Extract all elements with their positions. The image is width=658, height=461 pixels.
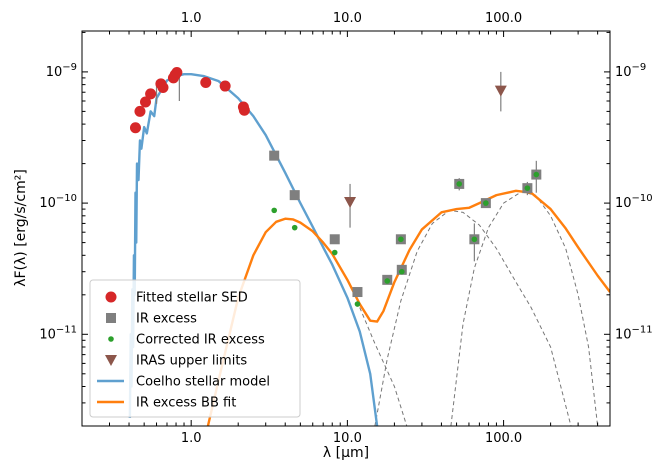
y-tick-label-left-1: 10−10 (39, 193, 77, 211)
y-tick-exponent: −9 (62, 62, 77, 73)
dot-point-10 (524, 185, 531, 191)
y-tick-exponent: −10 (56, 193, 77, 204)
legend-label-5: IR excess BB fit (136, 396, 236, 411)
dot-point-5 (398, 236, 404, 243)
legend: Fitted stellar SED IR excess Corrected IR … (89, 279, 301, 418)
dot-point-9 (483, 200, 489, 206)
y-tick-exponent: −11 (632, 324, 653, 335)
y-tick-base: 10 (46, 65, 63, 80)
y-axis-label: λF(λ) [erg/s/cm²] (13, 169, 29, 287)
bb-component-curve-1 (374, 209, 572, 426)
y-tick-exponent: −11 (56, 324, 77, 335)
y-tick-label-left-2: 10−9 (46, 62, 77, 80)
circle-point-0 (129, 122, 141, 134)
square-point-3 (352, 287, 363, 298)
x-axis-label: λ [μm] (323, 445, 369, 461)
legend-label-0: Fitted stellar SED (136, 291, 248, 306)
y-tick-base: 10 (615, 196, 632, 211)
legend-label-4: Coelho stellar model (136, 375, 270, 390)
dot-point-8 (471, 236, 478, 243)
dot-point-3 (354, 301, 361, 307)
x-tick-label-top-0: 1.0 (181, 11, 202, 26)
y-tick-exponent: −9 (632, 62, 647, 73)
y-tick-label-right-2: 10−9 (615, 62, 646, 80)
y-tick-base: 10 (615, 327, 632, 342)
bb-component-curve-2 (450, 191, 599, 426)
x-tick-label-bottom-1: 10.0 (333, 431, 362, 446)
bb-component-curve-0 (359, 307, 408, 426)
y-tick-exponent: −10 (632, 193, 653, 204)
y-tick-base: 10 (39, 196, 56, 211)
square-point-2 (329, 234, 340, 245)
legend-label-3: IRAS upper limits (136, 354, 247, 369)
legend-label-2: Corrected IR excess (136, 333, 265, 348)
legend-label-1: IR excess (136, 312, 197, 327)
y-tick-base: 10 (615, 65, 632, 80)
triangle-down-point-0 (344, 196, 357, 208)
plot-frame (81, 30, 611, 427)
circle-point-12 (238, 104, 250, 116)
square-point-1 (289, 190, 300, 201)
errorbars-layer (134, 69, 537, 262)
circle-point-5 (157, 82, 169, 94)
dot-point-2 (331, 249, 338, 256)
square-point-0 (269, 150, 280, 161)
dot-point-7 (456, 181, 463, 187)
legend-swatch-0 (105, 291, 117, 303)
circle-point-9 (200, 77, 212, 89)
x-tick-label-top-2: 100.0 (485, 11, 522, 26)
dot-point-0 (271, 207, 278, 214)
y-tick-label-right-0: 10−11 (615, 324, 653, 342)
markers-layer (129, 66, 542, 307)
x-tick-label-top-1: 10.0 (333, 11, 362, 26)
legend-box (89, 279, 301, 418)
y-tick-label-right-1: 10−10 (615, 193, 653, 211)
dot-point-1 (291, 224, 298, 231)
y-tick-label-left-0: 10−11 (39, 324, 77, 342)
legend-swatch-2 (108, 336, 114, 342)
triangle-down-point-1 (494, 85, 507, 97)
x-tick-label-bottom-0: 1.0 (181, 431, 202, 446)
circle-point-1 (134, 105, 146, 117)
legend-swatch-1 (106, 313, 116, 323)
y-tick-base: 10 (39, 327, 56, 342)
circle-point-8 (171, 66, 183, 78)
circle-point-2 (140, 96, 152, 108)
x-tick-label-bottom-2: 100.0 (485, 431, 522, 446)
circle-point-10 (219, 80, 231, 92)
dot-point-6 (398, 268, 405, 275)
legend-swatch-3 (105, 355, 117, 366)
dot-point-11 (533, 171, 540, 178)
circle-point-3 (145, 88, 157, 100)
dot-point-4 (384, 278, 391, 284)
